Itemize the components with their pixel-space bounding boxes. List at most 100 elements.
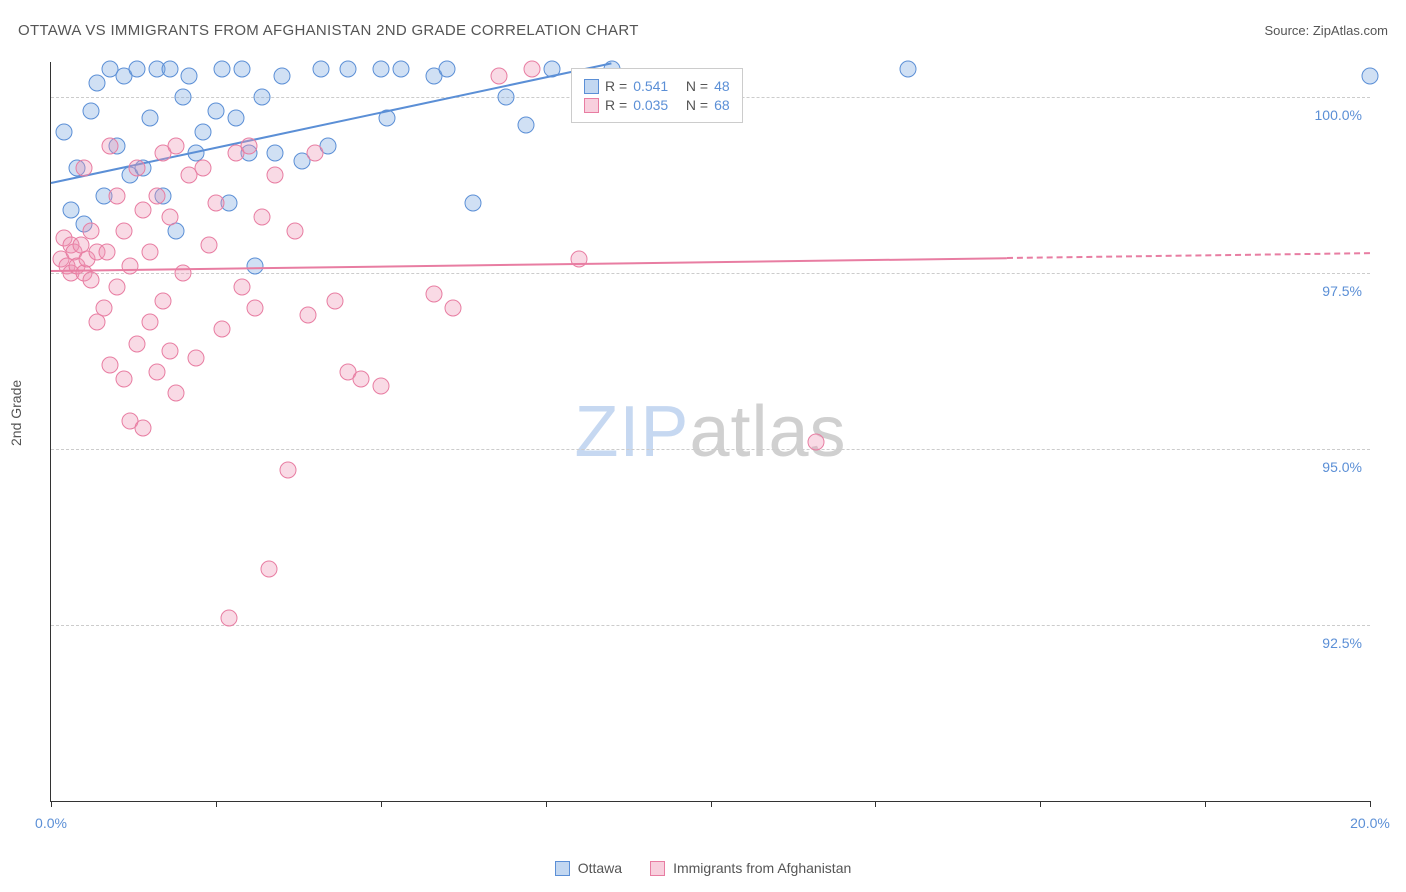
legend-label: Ottawa [578,860,622,876]
data-point [148,187,165,204]
x-tick-label: 0.0% [35,815,67,831]
y-tick-label: 95.0% [1322,459,1362,475]
legend-r-label: R = [605,78,627,94]
regression-line [51,257,1007,272]
regression-line [1007,252,1370,259]
swatch-icon [555,861,570,876]
data-point [207,103,224,120]
data-point [122,258,139,275]
data-point [194,124,211,141]
data-point [62,201,79,218]
x-tick [216,801,217,807]
data-point [128,61,145,78]
stats-legend-row: R = 0.035 N = 68 [584,97,730,113]
x-tick [1040,801,1041,807]
data-point [240,138,257,155]
data-point [313,61,330,78]
data-point [155,293,172,310]
swatch-icon [584,98,599,113]
data-point [372,377,389,394]
data-point [168,138,185,155]
chart-title: OTTAWA VS IMMIGRANTS FROM AFGHANISTAN 2N… [18,22,639,39]
data-point [115,370,132,387]
data-point [247,300,264,317]
data-point [234,61,251,78]
data-point [465,194,482,211]
data-point [227,110,244,127]
legend-n-label: N = [674,78,708,94]
data-point [128,335,145,352]
gridline [51,449,1370,450]
data-point [56,124,73,141]
x-tick-label: 20.0% [1350,815,1390,831]
legend-r-value: 0.035 [633,97,668,113]
data-point [491,68,508,85]
data-point [135,201,152,218]
data-point [161,208,178,225]
y-axis-label: 2nd Grade [8,380,24,446]
data-point [82,103,99,120]
data-point [108,279,125,296]
data-point [339,61,356,78]
data-point [102,356,119,373]
data-point [148,363,165,380]
y-tick-label: 97.5% [1322,283,1362,299]
data-point [214,61,231,78]
watermark-atlas: atlas [689,392,846,472]
data-point [82,272,99,289]
data-point [267,166,284,183]
data-point [287,222,304,239]
data-point [221,610,238,627]
data-point [326,293,343,310]
data-point [445,300,462,317]
data-point [161,61,178,78]
gridline [51,625,1370,626]
data-point [300,307,317,324]
data-point [273,68,290,85]
data-point [524,61,541,78]
data-point [115,222,132,239]
data-point [254,208,271,225]
legend-n-label: N = [674,97,708,113]
legend-n-value: 68 [714,97,730,113]
stats-legend-row: R = 0.541 N = 48 [584,78,730,94]
data-point [194,159,211,176]
y-tick-label: 92.5% [1322,635,1362,651]
data-point [498,89,515,106]
data-point [254,89,271,106]
data-point [280,462,297,479]
source-label: Source: ZipAtlas.com [1264,23,1388,38]
data-point [75,159,92,176]
data-point [174,89,191,106]
data-point [1362,68,1379,85]
data-point [207,194,224,211]
legend-label: Immigrants from Afghanistan [673,860,851,876]
data-point [161,342,178,359]
data-point [188,349,205,366]
data-point [168,384,185,401]
data-point [372,61,389,78]
x-tick [711,801,712,807]
y-tick-label: 100.0% [1315,107,1362,123]
data-point [306,145,323,162]
data-point [141,314,158,331]
data-point [102,138,119,155]
data-point [141,244,158,261]
x-tick [546,801,547,807]
data-point [438,61,455,78]
legend-item-immigrants: Immigrants from Afghanistan [650,860,851,876]
data-point [89,75,106,92]
data-point [135,419,152,436]
data-point [352,370,369,387]
watermark-zip: ZIP [574,392,689,472]
x-tick [875,801,876,807]
watermark: ZIPatlas [574,391,846,473]
x-tick [1205,801,1206,807]
data-point [95,300,112,317]
legend-item-ottawa: Ottawa [555,860,622,876]
x-tick [51,801,52,807]
swatch-icon [650,861,665,876]
data-point [99,244,116,261]
data-point [247,258,264,275]
data-point [808,434,825,451]
